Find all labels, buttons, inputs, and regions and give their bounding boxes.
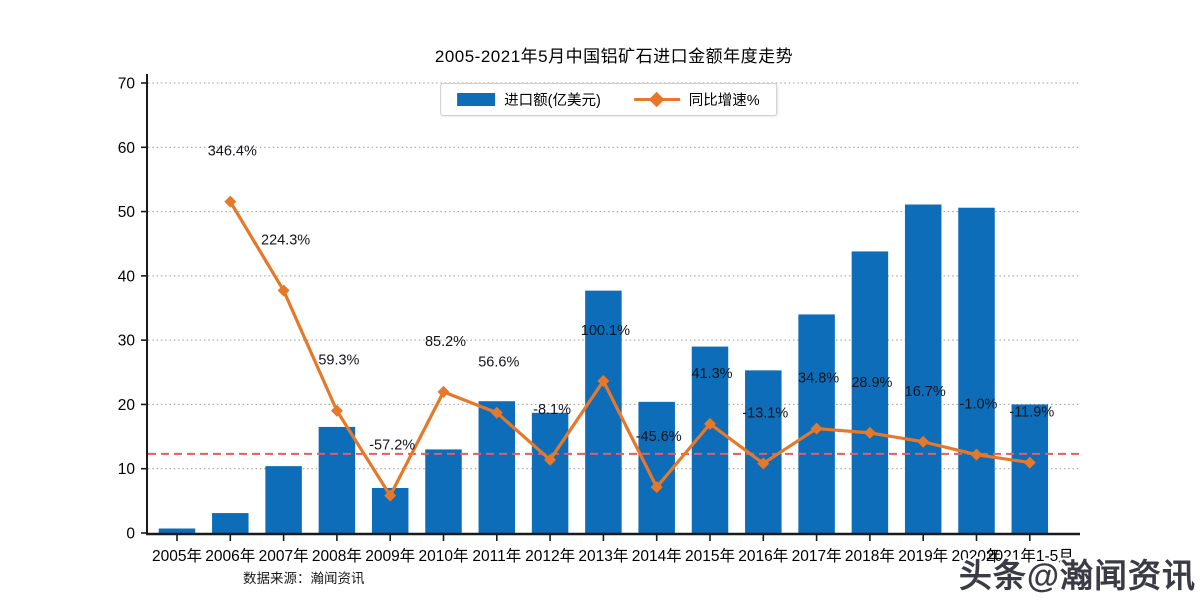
growth-value-label: 56.6%: [478, 355, 519, 371]
bar: [158, 528, 196, 533]
x-axis-tick-label: 2011年: [472, 547, 521, 565]
x-axis-tick-label: 2018年: [845, 547, 895, 565]
line-marker-icon: [917, 435, 930, 448]
growth-line: [228, 200, 1031, 498]
source-note: 数据来源：瀚闻资讯: [243, 571, 365, 586]
growth-value-label: -1.0%: [960, 397, 998, 413]
growth-value-label: 28.9%: [851, 375, 892, 391]
growth-value-label: -57.2%: [369, 438, 415, 454]
x-axis-tick-label: 2020年: [952, 547, 1002, 565]
y-axis-tick-label: 50: [118, 204, 136, 221]
line-marker-icon: [330, 404, 343, 417]
y-axis-tick-label: 30: [118, 333, 136, 350]
x-axis-tick-label: 2016年: [738, 547, 788, 565]
growth-value-label: -8.1%: [533, 402, 571, 418]
x-axis-tick-label: 2009年: [365, 547, 415, 565]
bar: [585, 290, 622, 533]
line-marker-icon: [810, 422, 823, 435]
x-axis-tick-label: 2014年: [632, 547, 682, 565]
line-marker-icon: [224, 195, 237, 208]
line-marker-icon: [650, 481, 663, 494]
growth-value-label: 224.3%: [261, 233, 310, 249]
legend-diamond-icon: [648, 91, 665, 107]
growth-value-label: 59.3%: [318, 353, 359, 369]
y-axis-tick-label: 70: [118, 76, 136, 93]
legend-line-label: 同比增速%: [688, 93, 760, 109]
growth-value-label: 41.3%: [691, 366, 732, 382]
legend-bar-label: 进口额(亿美元): [504, 93, 601, 109]
line-marker-icon: [384, 489, 397, 502]
bar: [425, 449, 462, 533]
line-marker-icon: [704, 417, 716, 430]
y-axis-tick-label: 10: [118, 461, 136, 478]
growth-value-label: 85.2%: [425, 334, 466, 350]
legend-line-swatch: [633, 91, 680, 107]
x-axis-tick-label: 2012年: [525, 547, 575, 565]
bar: [478, 401, 516, 533]
bar: [212, 513, 249, 533]
line-marker-icon: [544, 453, 557, 466]
line-marker-icon: [437, 385, 450, 398]
line-marker-icon: [277, 284, 290, 297]
x-axis-tick-label: 2013年: [578, 547, 628, 565]
bar: [531, 412, 569, 533]
bar: [904, 204, 942, 533]
bar: [745, 370, 782, 533]
y-axis-tick-label: 40: [118, 268, 136, 285]
line-marker-icon: [863, 426, 876, 439]
growth-value-label: -11.9%: [1009, 405, 1054, 421]
bar: [958, 207, 995, 533]
line-marker-icon: [757, 457, 770, 470]
growth-value-label: 346.4%: [208, 144, 257, 160]
y-axis-tick-label: 20: [118, 397, 136, 414]
x-axis-tick-label: 2019年: [898, 547, 948, 565]
x-axis-tick-label: 2006年: [205, 547, 255, 565]
x-axis-tick-label: 2015年: [685, 547, 735, 565]
line-marker-icon: [490, 406, 503, 419]
x-axis-tick-label: 2017年: [792, 547, 842, 565]
x-axis-tick-label: 2005年: [152, 547, 202, 565]
growth-value-label: -45.6%: [636, 429, 682, 445]
line-marker-icon: [1023, 456, 1036, 469]
bar: [318, 426, 356, 533]
x-axis-tick-label: 2007年: [259, 547, 309, 565]
growth-value-label: -13.1%: [742, 405, 788, 421]
bar: [851, 251, 889, 533]
y-axis-tick-label: 60: [118, 140, 136, 157]
x-axis-tick-label: 2021年1-5月: [986, 547, 1074, 565]
legend: 进口额(亿美元) 同比增速%: [440, 83, 777, 116]
x-axis-tick-label: 2010年: [419, 547, 469, 565]
growth-value-label: 16.7%: [905, 384, 946, 400]
growth-value-label: 100.1%: [581, 323, 630, 339]
bar: [1011, 404, 1049, 533]
line-marker-icon: [970, 448, 983, 461]
chart-title: 2005-2021年5月中国铝矿石进口金额年度走势: [434, 47, 794, 66]
bar: [265, 466, 302, 533]
bar: [638, 401, 675, 533]
growth-value-label: 34.8%: [798, 371, 839, 387]
x-axis-tick-label: 2008年: [312, 547, 362, 565]
y-axis-tick-label: 0: [126, 526, 135, 543]
line-marker-icon: [597, 375, 610, 388]
legend-bar-swatch: [457, 93, 496, 106]
watermark: 头条@瀚闻资讯: [958, 557, 1196, 594]
